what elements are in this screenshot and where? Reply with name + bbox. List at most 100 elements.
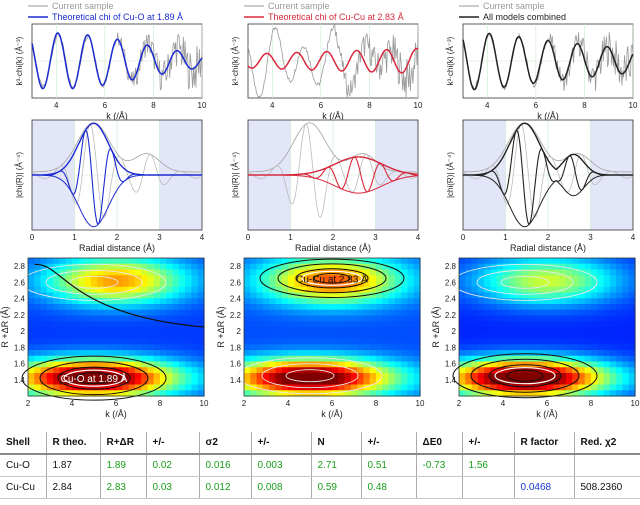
heatmap-cell bbox=[553, 321, 561, 328]
heatmap-cell bbox=[65, 327, 73, 334]
heatmap-cell bbox=[609, 263, 617, 271]
heatmap-cell bbox=[134, 309, 142, 317]
heatmap-cell bbox=[376, 361, 383, 368]
x-axis-label: k (/Å) bbox=[537, 111, 559, 121]
heatmap-cell bbox=[97, 281, 105, 288]
heatmap-cell bbox=[256, 281, 264, 288]
heatmap-cell bbox=[244, 281, 251, 288]
peak-annotation: Cu-O at 1.89 Å bbox=[61, 372, 128, 385]
heatmap-cell bbox=[160, 321, 167, 328]
heatmap-cell bbox=[477, 315, 485, 322]
heatmap-cell bbox=[78, 275, 86, 282]
heatmap-cell bbox=[413, 269, 421, 276]
heatmap-cell bbox=[407, 304, 415, 311]
heatmap-cell bbox=[78, 258, 86, 265]
heatmap-cell bbox=[332, 275, 339, 282]
heatmap-cell bbox=[496, 338, 504, 345]
heatmap-cell bbox=[281, 361, 289, 368]
heatmap-cell bbox=[172, 367, 180, 374]
heatmap-cell bbox=[141, 309, 149, 317]
heatmap-cell bbox=[325, 286, 333, 294]
heatmap-cell bbox=[609, 338, 617, 345]
heatmap-cell bbox=[407, 384, 415, 391]
heatmap-cell bbox=[141, 332, 149, 340]
heatmap-cell bbox=[628, 269, 636, 276]
heatmap-cell bbox=[528, 292, 536, 299]
heatmap-cell bbox=[141, 373, 149, 380]
heatmap-cell bbox=[528, 309, 536, 317]
heatmap-cell bbox=[306, 332, 314, 340]
heatmap-cell bbox=[565, 263, 573, 271]
heatmap-cell bbox=[288, 304, 295, 311]
x-tick-label: 4 bbox=[70, 399, 75, 408]
heatmap-cell bbox=[116, 344, 123, 351]
heatmap-cell bbox=[363, 275, 371, 282]
heatmap-cell bbox=[388, 384, 396, 391]
heatmap-cell bbox=[603, 292, 611, 299]
heatmap-cell bbox=[53, 344, 61, 351]
heatmap-cell bbox=[160, 298, 167, 305]
heatmap-cell bbox=[275, 309, 283, 317]
heatmap-cell bbox=[350, 292, 358, 299]
heatmap-cell bbox=[46, 327, 54, 334]
heatmap-cell bbox=[244, 315, 251, 322]
heatmap-cell bbox=[388, 321, 396, 328]
heatmap-cell bbox=[503, 263, 510, 271]
heatmap-cell bbox=[603, 281, 611, 288]
heatmap-cell bbox=[197, 378, 205, 386]
heatmap-cell bbox=[122, 269, 130, 276]
heatmap-cell bbox=[191, 350, 199, 357]
heatmap-cell bbox=[534, 327, 542, 334]
heatmap-cell bbox=[609, 327, 617, 334]
heatmap-cell bbox=[59, 367, 67, 374]
heatmap-cell bbox=[382, 304, 390, 311]
heatmap-cell bbox=[65, 361, 73, 368]
sample-contour-line bbox=[452, 263, 598, 301]
series-line-model bbox=[462, 32, 634, 91]
heatmap-cell bbox=[578, 344, 586, 351]
heatmap-cell bbox=[584, 344, 592, 351]
heatmap-cell bbox=[275, 298, 283, 305]
heatmap-cell bbox=[109, 373, 117, 380]
heatmap-cell bbox=[477, 258, 485, 265]
heatmap-cell bbox=[90, 338, 98, 345]
x-tick-label: 6 bbox=[319, 101, 324, 110]
heatmap-cell bbox=[350, 309, 358, 317]
heatmap-cell bbox=[553, 373, 561, 380]
heatmap-cell bbox=[128, 327, 136, 334]
heatmap-cell bbox=[153, 263, 161, 271]
heatmap-cell bbox=[275, 315, 283, 322]
heatmap-cell bbox=[496, 373, 504, 380]
heatmap-cell bbox=[616, 338, 624, 345]
heatmap-cell bbox=[534, 367, 542, 374]
heatmap-cell bbox=[128, 321, 136, 328]
heatmap-cell bbox=[350, 344, 358, 351]
header-cell: Red. χ2 bbox=[573, 432, 640, 455]
heatmap-cell bbox=[53, 321, 61, 328]
heatmap-cell bbox=[628, 338, 636, 345]
heatmap-cell bbox=[394, 373, 402, 380]
heatmap-cell bbox=[172, 292, 180, 299]
heatmap-cell bbox=[46, 298, 54, 305]
heatmap-cell bbox=[465, 327, 473, 334]
y-tick-label: 2.2 bbox=[230, 311, 242, 320]
heatmap-cell bbox=[275, 355, 283, 363]
heatmap-cell bbox=[72, 350, 79, 357]
heatmap-cell bbox=[269, 355, 277, 363]
heatmap-cell bbox=[591, 361, 598, 368]
heatmap-cell bbox=[565, 378, 573, 386]
y-axis-label: k³·chi(k) (Å⁻³) bbox=[446, 36, 455, 85]
heatmap-cell bbox=[281, 309, 289, 317]
heatmap-cell bbox=[534, 304, 542, 311]
heatmap-cell bbox=[471, 304, 479, 311]
heatmap-cell bbox=[288, 263, 295, 271]
heatmap-cell bbox=[528, 344, 536, 351]
heatmap-cell bbox=[597, 298, 605, 305]
y-tick-label: 1.8 bbox=[445, 343, 457, 352]
heatmap-cell bbox=[109, 315, 117, 322]
heatmap-cell bbox=[185, 373, 193, 380]
heatmap-cell bbox=[97, 344, 105, 351]
heatmap-cell bbox=[319, 361, 327, 368]
heatmap-cell bbox=[338, 355, 346, 363]
heatmap-cell bbox=[591, 304, 598, 311]
